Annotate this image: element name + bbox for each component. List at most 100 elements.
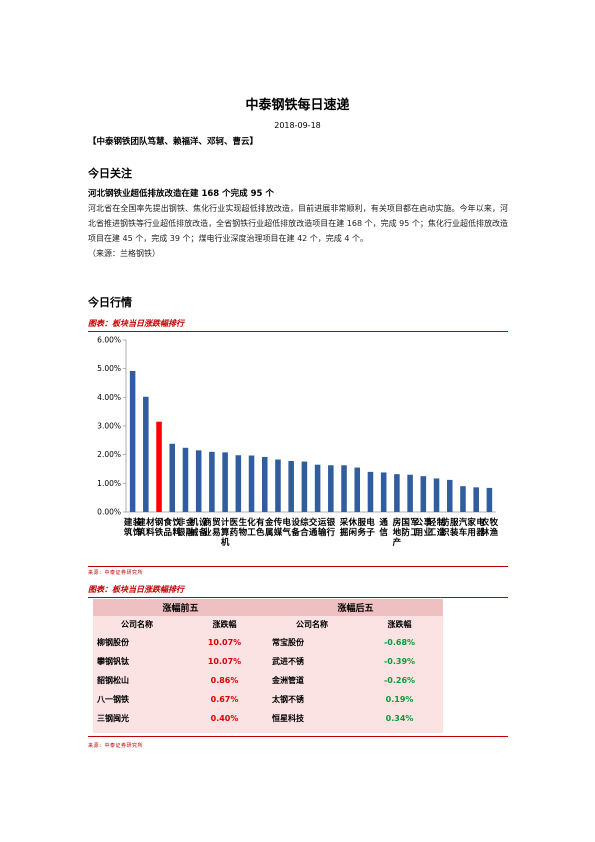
- bar-5: [195, 450, 202, 512]
- bottom-stock-change: 0.34%: [385, 714, 414, 723]
- bar-27: [486, 487, 493, 512]
- bottom-stock-name: 武进不锈: [272, 657, 305, 666]
- news-headline: 河北钢铁业超低排放改造在建 168 个完成 95 个: [88, 189, 274, 199]
- table-row: 韶钢松山 0.86% 金洲管道 -0.26%: [93, 671, 443, 690]
- bottom-stock-name: 恒星科技: [272, 714, 305, 723]
- bar-8: [235, 455, 242, 512]
- bar-6: [209, 451, 215, 512]
- x-tick-label: 商业贸易: [203, 517, 221, 538]
- table-header-row: 涨幅前五 涨幅后五: [93, 599, 444, 616]
- section-market: 今日行情: [88, 296, 132, 309]
- team-line: 【中泰钢铁团队笃慧、赖福洋、邓轲、曹云】: [88, 137, 259, 147]
- top-stock-name: 八一钢铁: [97, 695, 129, 704]
- x-tick-label: 有色金属: [256, 517, 274, 538]
- bottom-stock-name: 常宝股份: [272, 638, 305, 647]
- bar-19: [380, 472, 387, 512]
- bar-10: [261, 456, 268, 512]
- x-tick-label: 休闲服务: [347, 517, 366, 538]
- y-tick-label: 1.00%: [97, 479, 121, 488]
- top-stock-change: 0.40%: [210, 714, 239, 723]
- x-tick-label: 传媒: [273, 517, 283, 538]
- bar-1: [143, 396, 149, 512]
- top-stock-name: 三钢闽光: [97, 714, 129, 723]
- bottom-stock-change: -0.39%: [383, 657, 416, 666]
- bar-13: [301, 461, 308, 512]
- figure1-source: 来源：中泰证券研究所: [88, 570, 144, 576]
- bar-2: [156, 421, 162, 512]
- y-tick-label: 4.00%: [97, 393, 121, 402]
- page-title: 中泰钢铁每日速递: [245, 98, 350, 113]
- news-paragraph: 河北省在全国率先提出钢铁、焦化行业实现超低排放改造，目前进展非常顺利，有关项目都…: [88, 204, 508, 243]
- bar-4: [182, 447, 189, 512]
- figure1-bottom-rule: [88, 566, 508, 567]
- x-tick-label: 采掘: [339, 517, 349, 538]
- bar-3: [169, 443, 176, 512]
- y-tick-label: 2.00%: [97, 450, 121, 459]
- news-body: 河北省在全国率先提出钢铁、焦化行业实现超低排放改造，目前进展非常顺利，有关项目都…: [88, 201, 508, 261]
- news-source: （来源：兰格钢铁）: [88, 249, 160, 258]
- bar-18: [367, 471, 374, 512]
- x-tick-label: 银行: [326, 517, 336, 538]
- top-stock-name: 韶钢松山: [97, 676, 129, 685]
- bar-0: [129, 370, 136, 512]
- x-tick-label: 食品饮料: [163, 517, 181, 538]
- col-change-right: 涨跌幅: [356, 616, 444, 633]
- x-tick-label: 房地产: [393, 517, 402, 548]
- col-name-left: 公司名称: [93, 616, 181, 633]
- top5-header: 涨幅前五: [93, 599, 269, 616]
- bar-15: [328, 465, 334, 512]
- top-stock-change: 10.07%: [207, 638, 242, 647]
- x-tick-label: 公用事业: [414, 517, 433, 538]
- col-change-left: 涨跌幅: [181, 616, 269, 633]
- y-tick-label: 5.00%: [97, 364, 121, 373]
- bar-25: [460, 486, 466, 512]
- figure2-caption: 图表：板块当日涨跌幅排行: [88, 585, 184, 594]
- figure2-top-rule: [88, 597, 508, 598]
- col-name-right: 公司名称: [268, 616, 357, 633]
- report-date: 2018-09-18: [274, 121, 321, 130]
- x-tick-label: 轻工制造: [428, 517, 446, 538]
- x-tick-label: 医药生物: [230, 517, 248, 538]
- bar-16: [341, 465, 347, 512]
- table-row: 柳钢股份 10.07% 常宝股份 -0.68%: [93, 633, 443, 652]
- figure1-top-rule: [88, 331, 508, 332]
- bar-14: [314, 464, 321, 512]
- top-stock-change: 0.67%: [210, 695, 239, 704]
- bar-9: [248, 455, 255, 512]
- x-tick-label: 计算机: [221, 517, 230, 548]
- x-tick-label: 建筑装饰: [123, 517, 142, 538]
- sector-bar-chart: 0.00% 1.00% 2.00% 3.00% 4.00% 5.00% 6.00% 建筑装饰建…: [97, 336, 499, 549]
- top-stock-name: 攀钢钒钛: [97, 657, 129, 666]
- table-subheader-row: 公司名称 涨跌幅 公司名称 涨跌幅: [93, 616, 444, 633]
- bar-17: [354, 467, 361, 512]
- bar-7: [222, 452, 228, 512]
- bar-26: [473, 487, 479, 512]
- bottom-stock-name: 金洲管道: [272, 676, 305, 685]
- bar-24: [446, 479, 453, 512]
- bottom-stock-change: 0.19%: [385, 695, 414, 704]
- x-tick-label: 通信: [379, 517, 388, 538]
- section-today-focus: 今日关注: [88, 167, 132, 180]
- bottom-stock-name: 太钢不锈: [272, 695, 305, 704]
- x-tick-label: 汽车: [459, 517, 468, 538]
- figure2-bottom-rule: [88, 736, 508, 737]
- top-stock-name: 柳钢股份: [97, 638, 129, 647]
- bottom5-header: 涨幅后五: [268, 599, 444, 616]
- bottom-stock-change: -0.26%: [383, 676, 416, 685]
- y-tick-label: 0.00%: [97, 508, 121, 517]
- x-tick-label: 化工: [247, 517, 256, 538]
- bar-22: [420, 476, 427, 512]
- stock-ranking-table: 涨幅前五 涨幅后五 公司名称 涨跌幅 公司名称 涨跌幅 柳钢股份 10.07% …: [93, 599, 444, 733]
- ranking-table: 涨幅前五 涨幅后五 公司名称 涨跌幅 公司名称 涨跌幅 柳钢股份 10.07% …: [93, 599, 444, 728]
- x-tick-label: 国防军工: [401, 517, 419, 538]
- x-tick-label: 综合: [299, 517, 309, 538]
- bar-11: [275, 459, 281, 512]
- bar-12: [288, 460, 294, 512]
- x-tick-label: 钢铁: [155, 517, 164, 538]
- x-tick-label: 农林牧渔: [480, 517, 499, 538]
- table-row: 三钢闽光 0.40% 恒星科技 0.34%: [93, 709, 443, 728]
- y-tick-label: 3.00%: [97, 422, 121, 431]
- figure1-caption: 图表：板块当日涨跌幅排行: [88, 319, 184, 328]
- bar-20: [394, 474, 400, 512]
- bottom-stock-change: -0.68%: [383, 638, 416, 647]
